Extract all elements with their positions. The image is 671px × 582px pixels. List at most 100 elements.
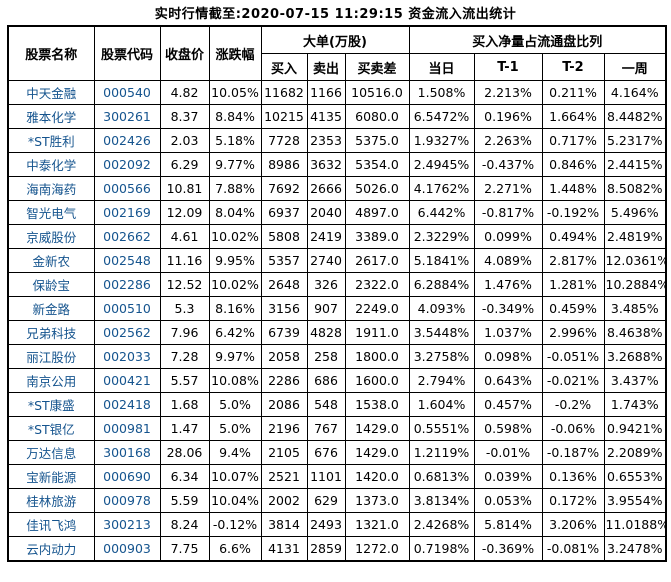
change-pct-cell: 9.97%: [208, 344, 262, 369]
stock-code-cell[interactable]: 002418: [93, 392, 161, 417]
stock-code-cell[interactable]: 000903: [93, 536, 161, 562]
t1-ratio-cell: 0.457%: [473, 392, 543, 417]
today-ratio-cell: 4.1762%: [408, 176, 475, 201]
buy-sell-diff-cell: 1429.0: [344, 416, 410, 441]
today-ratio-cell: 1.508%: [408, 80, 475, 105]
table-body: 中天金融 000540 4.82 10.05% 11682 1166 10516.0 1.50…: [7, 80, 667, 562]
change-pct-cell: 8.04%: [208, 200, 262, 225]
stock-name-cell[interactable]: 中天金融: [7, 80, 95, 105]
stock-name-cell[interactable]: 保龄宝: [7, 272, 95, 297]
table-row: 南京公用 000421 5.57 10.08% 2286 686 1600.0 2.794% 0…: [7, 368, 667, 393]
stock-code-cell[interactable]: 000566: [93, 176, 161, 201]
close-price-cell: 5.3: [159, 296, 210, 321]
stock-name-cell[interactable]: 智光电气: [7, 200, 95, 225]
change-pct-cell: 7.88%: [208, 176, 262, 201]
t2-ratio-cell: 3.206%: [541, 512, 605, 537]
stock-name-cell[interactable]: 海南海药: [7, 176, 95, 201]
stock-name-cell[interactable]: 金新农: [7, 248, 95, 273]
t2-ratio-cell: 0.136%: [541, 464, 605, 489]
stock-code-cell[interactable]: 000978: [93, 488, 161, 513]
t2-ratio-cell: 2.996%: [541, 320, 605, 345]
close-price-cell: 1.68: [159, 392, 210, 417]
t1-ratio-cell: 1.476%: [473, 272, 543, 297]
buy-cell: 11682: [260, 80, 308, 105]
buy-sell-diff-cell: 6080.0: [344, 104, 410, 129]
stock-name-cell[interactable]: 万达信息: [7, 440, 95, 465]
table-row: *ST胜利 002426 2.03 5.18% 7728 2353 5375.0 1.9327…: [7, 128, 667, 153]
t1-ratio-cell: 0.053%: [473, 488, 543, 513]
change-pct-cell: 10.07%: [208, 464, 262, 489]
today-ratio-cell: 3.5448%: [408, 320, 475, 345]
stock-name-cell[interactable]: 雅本化学: [7, 104, 95, 129]
stock-name-cell[interactable]: 桂林旅游: [7, 488, 95, 513]
week-ratio-cell: 1.743%: [603, 392, 667, 417]
stock-code-cell[interactable]: 000510: [93, 296, 161, 321]
stock-code-cell[interactable]: 000540: [93, 80, 161, 105]
stock-code-cell[interactable]: 000421: [93, 368, 161, 393]
change-pct-cell: -0.12%: [208, 512, 262, 537]
close-price-cell: 10.81: [159, 176, 210, 201]
change-pct-cell: 5.0%: [208, 416, 262, 441]
stock-name-cell[interactable]: 丽江股份: [7, 344, 95, 369]
stock-code-cell[interactable]: 300261: [93, 104, 161, 129]
week-ratio-cell: 4.164%: [603, 80, 667, 105]
close-price-cell: 7.75: [159, 536, 210, 562]
week-ratio-cell: 3.9554%: [603, 488, 667, 513]
today-ratio-cell: 1.2119%: [408, 440, 475, 465]
today-ratio-cell: 3.2758%: [408, 344, 475, 369]
today-ratio-cell: 1.604%: [408, 392, 475, 417]
change-pct-cell: 10.08%: [208, 368, 262, 393]
buy-cell: 7692: [260, 176, 308, 201]
change-pct-cell: 8.16%: [208, 296, 262, 321]
close-price-cell: 6.34: [159, 464, 210, 489]
buy-sell-diff-cell: 3389.0: [344, 224, 410, 249]
stock-code-cell[interactable]: 002092: [93, 152, 161, 177]
stock-name-cell[interactable]: 兄弟科技: [7, 320, 95, 345]
week-ratio-cell: 2.4415%: [603, 152, 667, 177]
buy-cell: 4131: [260, 536, 308, 562]
t1-ratio-cell: 1.037%: [473, 320, 543, 345]
buy-sell-diff-cell: 5354.0: [344, 152, 410, 177]
sell-cell: 1166: [306, 80, 346, 105]
t2-ratio-cell: 1.664%: [541, 104, 605, 129]
t2-ratio-cell: 0.211%: [541, 80, 605, 105]
t1-ratio-cell: 2.213%: [473, 80, 543, 105]
t1-ratio-cell: 2.263%: [473, 128, 543, 153]
buy-sell-diff-cell: 1420.0: [344, 464, 410, 489]
stock-name-cell[interactable]: 宝新能源: [7, 464, 95, 489]
t2-ratio-cell: -0.051%: [541, 344, 605, 369]
stock-name-cell[interactable]: *ST胜利: [7, 128, 95, 153]
stock-code-cell[interactable]: 002662: [93, 224, 161, 249]
table-row: 保龄宝 002286 12.52 10.02% 2648 326 2322.0 6.2884%…: [7, 272, 667, 297]
stock-name-cell[interactable]: 佳讯飞鸿: [7, 512, 95, 537]
week-ratio-cell: 11.0188%: [603, 512, 667, 537]
stock-name-cell[interactable]: 新金路: [7, 296, 95, 321]
stock-code-cell[interactable]: 002426: [93, 128, 161, 153]
stock-name-cell[interactable]: 南京公用: [7, 368, 95, 393]
stock-name-cell[interactable]: 中泰化学: [7, 152, 95, 177]
stock-name-cell[interactable]: 京威股份: [7, 224, 95, 249]
stock-code-cell[interactable]: 000981: [93, 416, 161, 441]
table-row: 丽江股份 002033 7.28 9.97% 2058 258 1800.0 3.2758% 0…: [7, 344, 667, 369]
close-price-cell: 28.06: [159, 440, 210, 465]
today-ratio-cell: 6.2884%: [408, 272, 475, 297]
change-pct-cell: 10.04%: [208, 488, 262, 513]
stock-code-cell[interactable]: 300168: [93, 440, 161, 465]
change-pct-cell: 6.6%: [208, 536, 262, 562]
stock-code-cell[interactable]: 002169: [93, 200, 161, 225]
stock-code-cell[interactable]: 002548: [93, 248, 161, 273]
stock-code-cell[interactable]: 002033: [93, 344, 161, 369]
col-group-big-orders: 大单(万股): [260, 25, 410, 54]
stock-code-cell[interactable]: 002562: [93, 320, 161, 345]
stock-name-cell[interactable]: *ST康盛: [7, 392, 95, 417]
week-ratio-cell: 8.5082%: [603, 176, 667, 201]
stock-code-cell[interactable]: 300213: [93, 512, 161, 537]
stock-name-cell[interactable]: *ST银亿: [7, 416, 95, 441]
stock-name-cell[interactable]: 云内动力: [7, 536, 95, 562]
stock-code-cell[interactable]: 000690: [93, 464, 161, 489]
stock-code-cell[interactable]: 002286: [93, 272, 161, 297]
table-row: 桂林旅游 000978 5.59 10.04% 2002 629 1373.0 3.8134%…: [7, 488, 667, 513]
buy-sell-diff-cell: 2617.0: [344, 248, 410, 273]
sell-cell: 326: [306, 272, 346, 297]
t2-ratio-cell: -0.06%: [541, 416, 605, 441]
